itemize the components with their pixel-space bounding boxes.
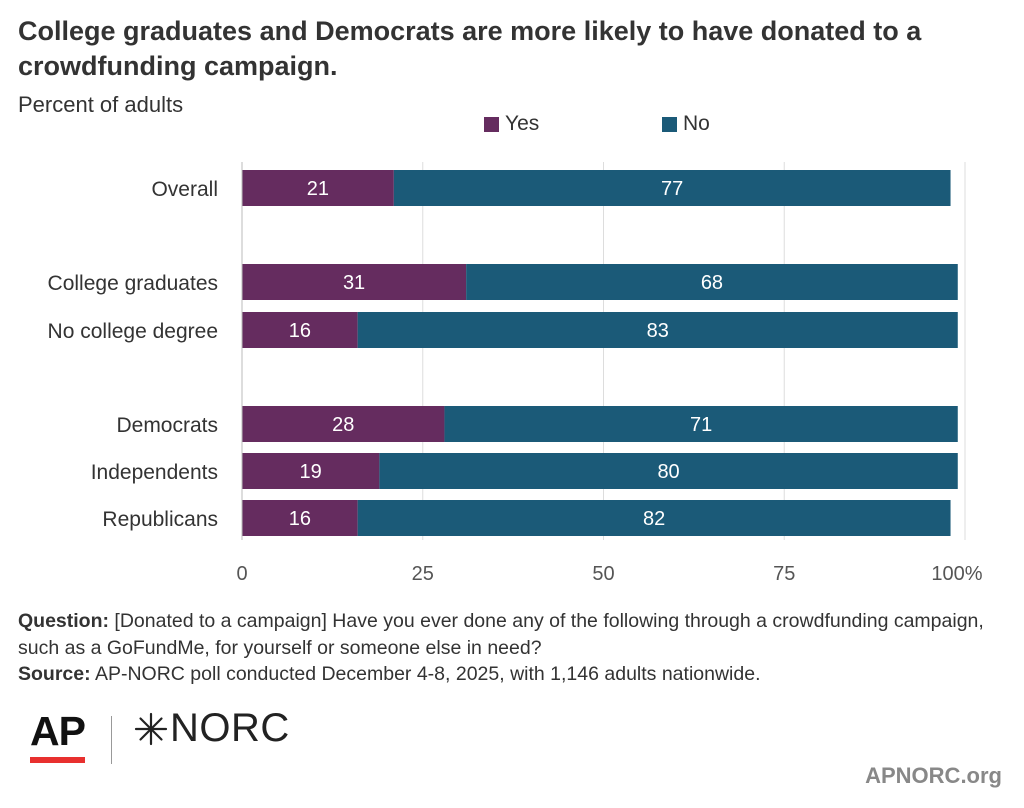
bar-no-2 bbox=[357, 312, 958, 348]
data-label-yes-2: 16 bbox=[289, 320, 311, 342]
category-label-5: Republicans bbox=[102, 508, 218, 531]
site-url: APNORC.org bbox=[865, 763, 1002, 788]
norc-logo: NORC bbox=[134, 706, 290, 751]
bar-no-4 bbox=[379, 453, 958, 489]
chart-footer: Question: [Donated to a campaign] Have y… bbox=[18, 608, 998, 688]
legend: Yes No bbox=[0, 112, 1024, 138]
x-tick-label-100: 100% bbox=[931, 563, 982, 585]
source-note: Source: AP-NORC poll conducted December … bbox=[18, 661, 998, 688]
legend-label-yes: Yes bbox=[505, 112, 540, 135]
category-label-3: Democrats bbox=[116, 414, 218, 437]
bar-no-0 bbox=[393, 170, 951, 206]
data-label-yes-0: 21 bbox=[307, 178, 329, 200]
data-label-no-3: 71 bbox=[690, 414, 712, 436]
bar-yes-2 bbox=[242, 312, 358, 348]
bar-yes-1 bbox=[242, 264, 467, 300]
legend-label-no: No bbox=[683, 112, 710, 135]
source-label: Source: bbox=[18, 663, 91, 685]
bar-yes-0 bbox=[242, 170, 394, 206]
bar-no-1 bbox=[466, 264, 958, 300]
category-label-4: Independents bbox=[91, 461, 218, 484]
category-label-1: College graduates bbox=[48, 272, 218, 295]
data-label-yes-5: 16 bbox=[289, 508, 311, 530]
x-tick-label-50: 50 bbox=[592, 563, 614, 585]
ap-logo-bar bbox=[30, 757, 85, 763]
data-label-no-4: 80 bbox=[657, 461, 679, 483]
x-tick-label-25: 25 bbox=[412, 563, 434, 585]
bar-no-3 bbox=[444, 406, 958, 442]
data-label-no-1: 68 bbox=[701, 272, 723, 294]
x-tick-label-0: 0 bbox=[236, 563, 247, 585]
data-label-yes-1: 31 bbox=[343, 272, 365, 294]
bar-yes-5 bbox=[242, 500, 358, 536]
category-label-0: Overall bbox=[151, 178, 218, 201]
data-label-no-2: 83 bbox=[647, 320, 669, 342]
data-label-no-0: 77 bbox=[661, 178, 683, 200]
legend-swatch-yes bbox=[484, 116, 499, 132]
ap-logo: AP bbox=[30, 708, 86, 754]
data-label-yes-3: 28 bbox=[332, 414, 354, 436]
chart-subtitle: Percent of adults bbox=[18, 92, 184, 117]
question-note: Question: [Donated to a campaign] Have y… bbox=[18, 608, 998, 661]
data-label-yes-4: 19 bbox=[300, 461, 322, 483]
legend-item-no: No bbox=[662, 112, 710, 136]
bar-yes-3 bbox=[242, 406, 445, 442]
legend-swatch-no bbox=[662, 116, 677, 132]
chart-title: College graduates and Democrats are more… bbox=[18, 16, 922, 81]
norc-star-icon bbox=[134, 712, 168, 745]
source-text: AP-NORC poll conducted December 4-8, 202… bbox=[94, 663, 761, 685]
x-tick-label-75: 75 bbox=[773, 563, 795, 585]
stacked-bar-chart: 21 77 Overall 31 68 College graduates 16 83 No c… bbox=[48, 162, 983, 585]
category-label-2: No college degree bbox=[48, 320, 218, 343]
question-text: [Donated to a campaign] Have you ever do… bbox=[18, 610, 984, 659]
bar-yes-4 bbox=[242, 453, 380, 489]
bar-no-5 bbox=[357, 500, 951, 536]
data-label-no-5: 82 bbox=[643, 508, 665, 530]
legend-item-yes: Yes bbox=[484, 112, 539, 136]
logo-divider bbox=[111, 716, 112, 764]
norc-logo-text: NORC bbox=[170, 706, 290, 750]
question-label: Question: bbox=[18, 610, 109, 632]
